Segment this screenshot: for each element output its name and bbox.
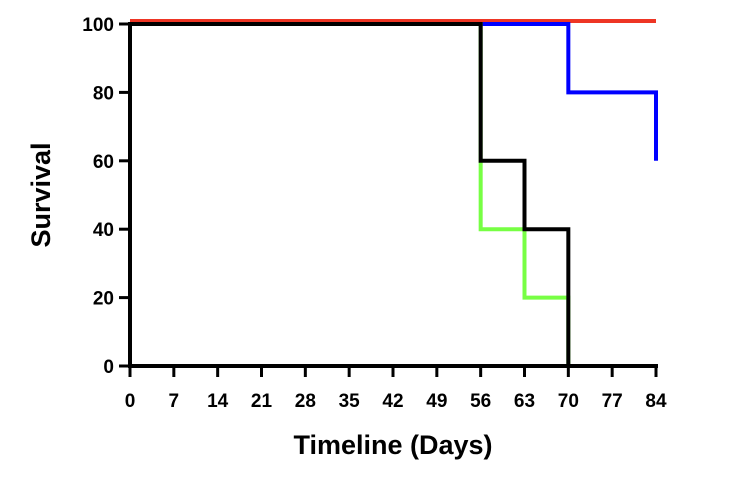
series-black-line (130, 22, 571, 366)
series-blue-line (130, 22, 658, 161)
y-tick-label: 100 (82, 15, 114, 36)
y-tick-label: 60 (93, 152, 114, 173)
series-layer (130, 19, 658, 366)
series-green-line (130, 22, 571, 366)
x-tick-label: 42 (382, 391, 403, 412)
x-tick-label: 56 (470, 391, 491, 412)
x-tick-label: 28 (295, 391, 316, 412)
y-axis-title: Survival (26, 142, 56, 247)
x-tick-label: 0 (125, 391, 136, 412)
axes-layer: 0 7 14 21 28 35 42 49 56 63 70 77 84 0 20 40 60 80 100 (82, 15, 667, 412)
x-tick-label: 49 (426, 391, 447, 412)
x-tick-label: 21 (251, 391, 273, 412)
x-tick-label: 77 (602, 391, 623, 412)
x-tick-label: 35 (339, 391, 361, 412)
x-tick-label: 84 (645, 391, 667, 412)
x-axis-title: Timeline (Days) (293, 430, 492, 460)
y-tick-label: 80 (93, 83, 114, 104)
y-tick-label: 20 (93, 289, 114, 310)
x-tick-label: 14 (207, 391, 229, 412)
x-tick-label: 63 (514, 391, 535, 412)
y-tick-label: 40 (93, 220, 114, 241)
y-tick-label: 0 (103, 357, 114, 378)
x-tick-label: 7 (169, 391, 180, 412)
x-tick-label: 70 (558, 391, 579, 412)
